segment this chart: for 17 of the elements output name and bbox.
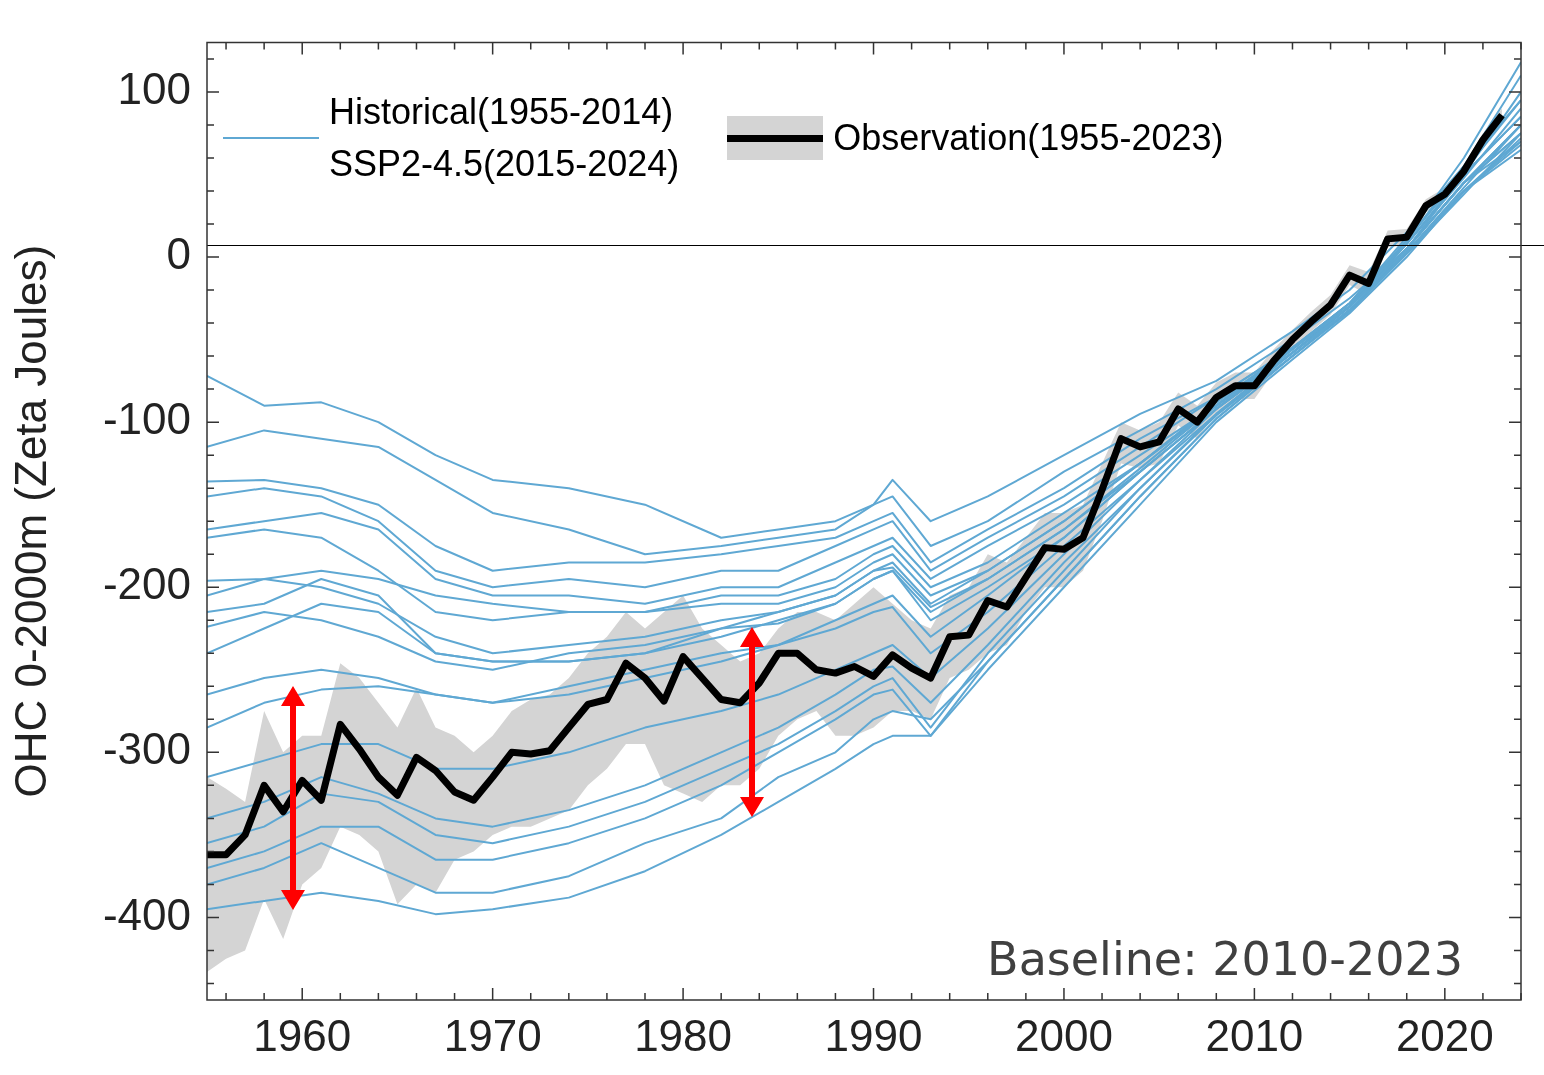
x-tick-label: 1980 (634, 1010, 733, 1060)
y-tick-label: -100 (102, 394, 191, 444)
y-tick-label: 0 (166, 229, 191, 279)
y-tick-label: 100 (117, 64, 191, 114)
x-tick-label: 2010 (1205, 1010, 1304, 1060)
x-tick-label: 1960 (253, 1010, 352, 1060)
legend-label: Historical(1955-2014) SSP2-4.5(2015-2024) (329, 90, 680, 187)
y-tick-label: -300 (102, 724, 191, 774)
y-axis-title: OHC 0-2000m (Zeta Joules) (5, 244, 55, 798)
x-tick-label: 2000 (1015, 1010, 1113, 1060)
x-tick-label: 1990 (824, 1010, 923, 1060)
y-tick-label: -400 (102, 889, 191, 939)
x-tick-label: 1970 (443, 1010, 542, 1060)
x-tick-label: 2020 (1395, 1010, 1494, 1060)
annotation: Baseline: 2010-2023 (987, 932, 1463, 986)
y-tick-label: -200 (102, 559, 191, 609)
legend-label: Observation(1955-2023) (833, 116, 1224, 161)
